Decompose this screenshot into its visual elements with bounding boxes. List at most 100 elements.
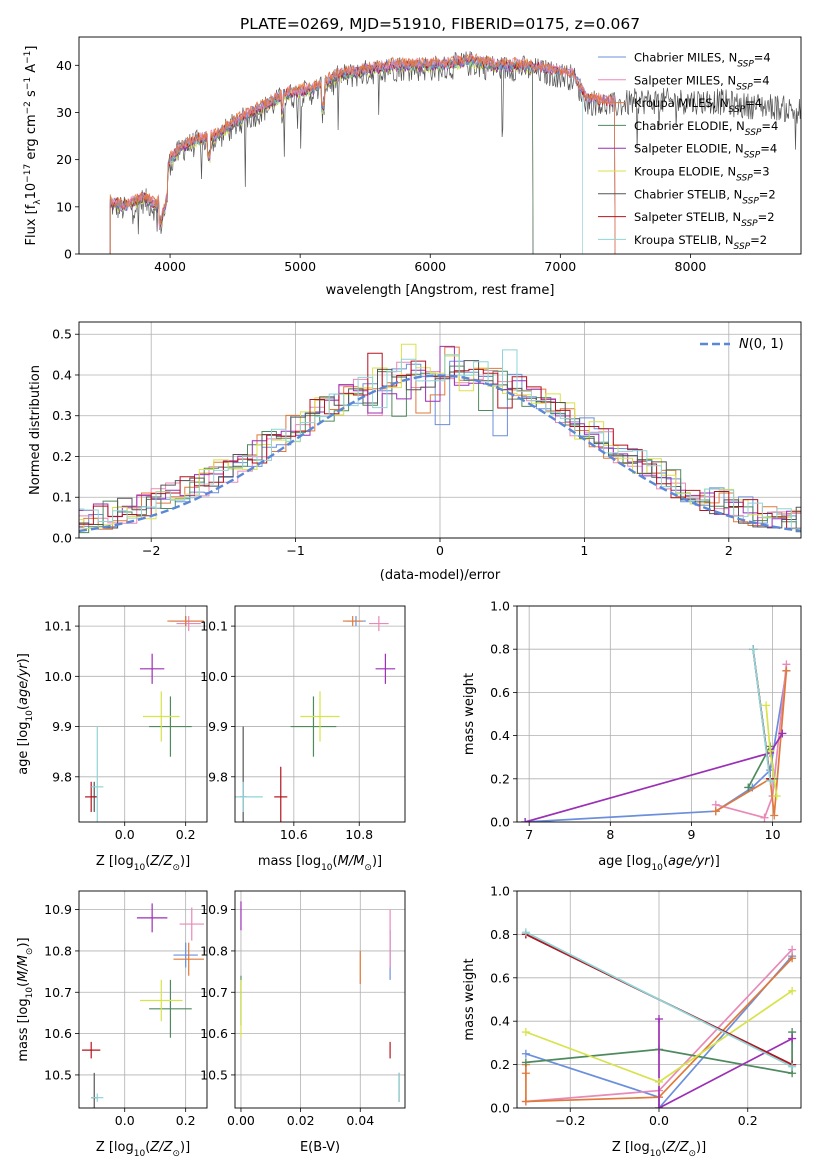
label-part: −1 (23, 77, 33, 90)
label-part: SSP (744, 151, 761, 161)
label-part: Z/Z (149, 1140, 173, 1155)
label-part: =3 (753, 165, 770, 179)
x-tick-label: 0 (436, 543, 444, 558)
label-part: 10 (134, 863, 146, 873)
label-part: ⊙ (688, 1149, 696, 1159)
label-part: )] (696, 1140, 706, 1155)
axes-frame (78, 890, 208, 1109)
label-part: )] (372, 854, 382, 869)
figure-title: PLATE=0269, MJD=51910, FIBERID=0175, z=0… (240, 15, 640, 33)
y-tick-label: 0.6 (490, 685, 510, 700)
legend-label: Chabrier MILES, NSSP=4 (634, 51, 771, 70)
series-line (525, 1032, 793, 1075)
x-axis-label: Z [log10(Z/Z⊙)] (96, 1140, 190, 1159)
label-part: Kroupa MILES, N (634, 96, 729, 110)
plot-area (109, 51, 801, 254)
x-axis-label: mass [log10(M/M⊙)] (258, 854, 382, 873)
label-part: =4 (760, 142, 777, 156)
label-part: ⊙ (25, 948, 35, 956)
label-part: ] (24, 46, 39, 51)
x-tick-label: −1 (286, 543, 304, 558)
label-part: ⊙ (364, 863, 372, 873)
spectrum-line (109, 55, 583, 254)
label-part: E(B-V) (300, 1140, 340, 1155)
y-axis-label: Flux [fλ10−17 erg cm−2 s−1 A−1] (23, 46, 43, 246)
plot-area (82, 903, 204, 1108)
label-part: ( (661, 1140, 666, 1155)
series-marker (782, 666, 791, 675)
label-part: SSP (737, 60, 754, 70)
errorbar-point (91, 1093, 104, 1102)
x-tick-label: −2 (142, 543, 160, 558)
label-part: 10 (651, 863, 663, 873)
errorbar-point (290, 696, 337, 757)
x-axis-label: age [log10(age/yr)] (598, 854, 720, 873)
y-tick-label: 10.1 (200, 619, 228, 634)
y-tick-label: 0.8 (490, 642, 510, 657)
label-part: =2 (759, 187, 776, 201)
errorbar-point (167, 616, 204, 627)
series-line (715, 664, 788, 819)
label-part: SSP (745, 128, 762, 138)
label-part: ⊙ (172, 1149, 180, 1159)
histogram-steps (79, 349, 801, 530)
label-part: )] (16, 653, 31, 663)
label-part: ( (16, 705, 31, 710)
label-part: =4 (745, 96, 762, 110)
y-tick-label: 0.3 (52, 408, 72, 423)
label-part: Salpeter MILES, N (634, 73, 736, 87)
series-line (524, 732, 784, 822)
label-part: SSP (734, 242, 751, 252)
label-part: Z [log (612, 1140, 650, 1155)
legend-label: Salpeter STELIB, NSSP=2 (634, 210, 775, 229)
label-part: 10 (24, 183, 39, 200)
series-line (658, 1019, 793, 1108)
y-tick-label: 0.8 (490, 927, 510, 942)
x-tick-label: −0.2 (555, 1113, 585, 1128)
x-tick-label: 0.0 (115, 827, 135, 842)
errorbar-point (82, 1041, 101, 1059)
series-marker (711, 807, 720, 816)
label-part: s (24, 90, 39, 101)
y-axis-label: age [log10(age/yr)] (16, 653, 35, 775)
x-tick-label: 8 (606, 827, 614, 842)
errorbar-point (300, 691, 340, 742)
series-marker (744, 783, 753, 792)
series-marker (521, 1097, 530, 1106)
label-part: )] (16, 937, 31, 947)
errorbar-point (136, 903, 168, 933)
x-tick-label: 1 (580, 543, 588, 558)
label-part: =4 (754, 51, 771, 65)
y-tick-label: 0.2 (490, 771, 510, 786)
label-part: Salpeter STELIB, N (634, 210, 741, 224)
label-part: 10 (134, 1149, 146, 1159)
series-marker (772, 792, 781, 801)
label-part: 10 (321, 863, 333, 873)
legend-label: N(0, 1) (739, 337, 784, 352)
label-part: =4 (753, 73, 770, 87)
legend-label: Salpeter MILES, NSSP=4 (634, 73, 770, 92)
label-part: Z/Z (149, 854, 173, 869)
y-tick-label: 0.4 (52, 367, 72, 382)
series-marker (655, 1104, 663, 1108)
x-tick-label: 10.6 (280, 827, 308, 842)
label-part: SSP (736, 82, 753, 92)
errorbar-point (149, 696, 192, 757)
y-tick-label: 0.2 (490, 1057, 510, 1072)
mass-vs-extinction-panel: 0.00 0.02 0.04 10.5 10.6 10.7 10.8 10.9 E(B-V) (200, 890, 406, 1155)
series-marker (521, 1069, 530, 1078)
y-tick-label: 9.9 (208, 719, 228, 734)
mass-vs-metallicity-panel: 0.0 0.210.510.610.710.810.9Z [log10(Z/Z⊙)… (16, 890, 208, 1159)
plot-area (521, 928, 797, 1108)
spectrum-line (109, 55, 616, 254)
x-tick-label: 10.8 (345, 827, 373, 842)
label-part: )] (180, 1140, 190, 1155)
y-tick-label: 1.0 (490, 599, 510, 614)
plot-area (240, 901, 400, 1102)
y-tick-label: 0.4 (490, 1014, 510, 1029)
x-tick-label: 0.2 (738, 1113, 758, 1128)
gaussian-curve (79, 374, 801, 533)
x-axis-label: wavelength [Angstrom, rest frame] (326, 283, 555, 298)
errorbar-point (91, 726, 104, 822)
series-marker (655, 1077, 663, 1086)
